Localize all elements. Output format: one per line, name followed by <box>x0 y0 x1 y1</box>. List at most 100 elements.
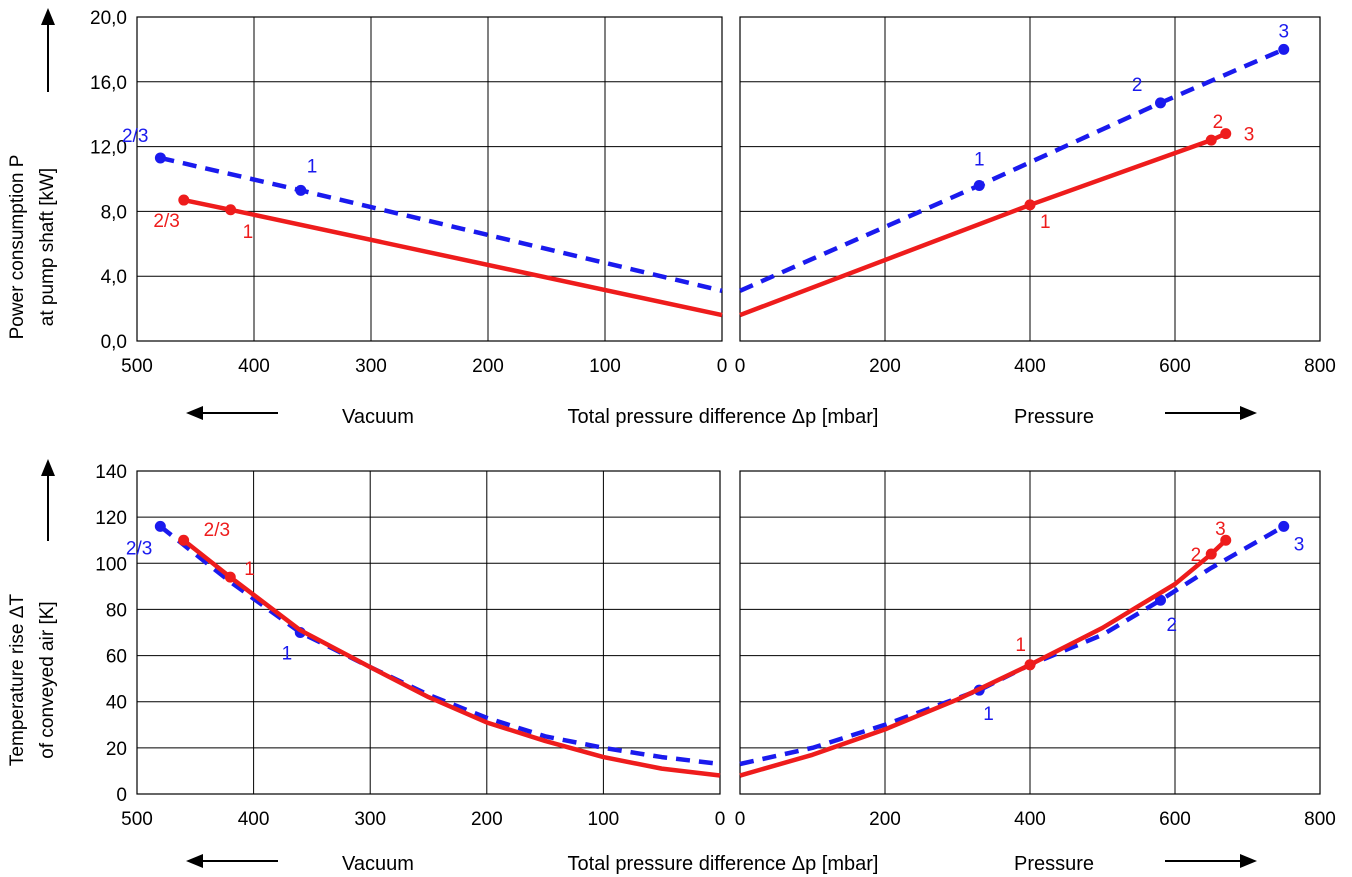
power-x-axis-label: Total pressure difference Δp [mbar] <box>568 406 879 428</box>
temperature-left-x-tick-label: 200 <box>471 809 503 830</box>
power-red-solid-pressure-point-label: 1 <box>1040 212 1051 233</box>
power-blue-dashed-pressure-point-label: 1 <box>974 149 985 170</box>
temperature-blue-dashed-pressure-point-label: 3 <box>1294 534 1305 555</box>
temperature-left-x-tick-label: 300 <box>354 809 386 830</box>
power-y-tick-label: 8,0 <box>101 202 127 223</box>
power-right-x-tick-label: 600 <box>1159 356 1191 377</box>
temperature-y-tick-label: 60 <box>106 647 127 668</box>
temperature-red-solid-pressure-point <box>1024 659 1036 671</box>
power-blue-dashed-vacuum-point <box>154 152 166 164</box>
power-red-solid-vacuum-point-label: 2/3 <box>153 211 179 232</box>
temperature-blue-dashed-pressure-point-label: 2 <box>1167 615 1178 636</box>
power-left-x-tick-label: 0 <box>717 356 728 377</box>
temperature-left-x-tick-label: 0 <box>715 809 726 830</box>
temperature-y-tick-label: 0 <box>116 785 127 806</box>
temperature-y-tick-label: 100 <box>95 554 127 575</box>
temperature-y-tick-label: 140 <box>95 462 127 483</box>
temperature-blue-dashed-pressure-point <box>1278 520 1290 532</box>
power-y-axis-label: Power consumption P at pump shaft [kW] <box>7 155 58 340</box>
temperature-left-x-tick-label: 400 <box>238 809 270 830</box>
temperature-right-x-tick-label: 400 <box>1014 809 1046 830</box>
power-left-x-tick-label: 100 <box>589 356 621 377</box>
power-left-x-tick-label: 400 <box>238 356 270 377</box>
temperature-right-x-tick-label: 0 <box>735 809 746 830</box>
power-blue-dashed-pressure-point-label: 2 <box>1132 75 1143 96</box>
power-blue-dashed-vacuum-point <box>295 184 307 196</box>
power-red-solid-vacuum-point-label: 1 <box>243 222 254 243</box>
temperature-y-arrow-head <box>41 459 55 476</box>
temperature-red-solid-vacuum-point-label: 2/3 <box>204 520 230 541</box>
power-right-panel-frame <box>739 16 1321 342</box>
power-blue-dashed-pressure-point <box>1155 97 1166 109</box>
power-right-x-tick-label: 0 <box>735 356 746 377</box>
temperature-y-tick-label: 40 <box>106 693 127 714</box>
power-blue-dashed-pressure-point-label: 3 <box>1278 21 1289 42</box>
temperature-red-solid-vacuum-point <box>178 534 190 546</box>
temperature-left-panel-frame <box>136 470 721 795</box>
temperature-right-x-tick-label: 800 <box>1304 809 1336 830</box>
temperature-red-solid-pressure-point <box>1220 534 1232 546</box>
temperature-red-solid-vacuum-point <box>224 571 236 583</box>
power-y-tick-label: 0,0 <box>101 332 127 353</box>
temperature-pressure-label: Pressure <box>1014 853 1094 875</box>
power-red-solid-vacuum-line <box>183 197 723 318</box>
temperature-x-axis-label: Total pressure difference Δp [mbar] <box>568 853 879 875</box>
power-pressure-arrow-head <box>1240 406 1257 420</box>
power-red-solid-pressure-point-label: 2 <box>1213 112 1224 133</box>
power-blue-dashed-pressure-line <box>739 47 1285 293</box>
temperature-red-solid-pressure-line <box>739 538 1228 778</box>
power-red-solid-pressure-point-label: 3 <box>1244 125 1255 146</box>
power-pressure-label: Pressure <box>1014 406 1094 428</box>
power-y-label-line1: Power consumption P <box>7 155 28 340</box>
bottom-chart-temperature: Temperature rise ΔT of conveyed air [K] … <box>7 459 1336 875</box>
temperature-red-solid-pressure-point-label: 3 <box>1215 519 1226 540</box>
power-blue-dashed-pressure-point <box>1278 43 1290 55</box>
power-red-solid-vacuum-point <box>178 194 190 206</box>
temperature-blue-dashed-pressure-point-label: 1 <box>983 704 994 725</box>
power-left-panel-frame <box>136 16 723 342</box>
temperature-y-tick-label: 80 <box>106 600 127 621</box>
power-left-x-tick-label: 300 <box>355 356 387 377</box>
temperature-left-x-tick-label: 500 <box>121 809 153 830</box>
temperature-vacuum-arrow-head <box>186 854 203 868</box>
temperature-blue-dashed-vacuum-point-label: 1 <box>282 644 293 665</box>
temperature-red-solid-pressure-point-label: 2 <box>1191 545 1202 566</box>
temperature-pressure-arrow-head <box>1240 854 1257 868</box>
power-y-tick-label: 20,0 <box>90 8 127 29</box>
power-right-x-tick-label: 400 <box>1014 356 1046 377</box>
power-right-x-tick-label: 200 <box>869 356 901 377</box>
power-red-solid-pressure-point <box>1024 199 1036 211</box>
temperature-red-solid-pressure-point <box>1205 548 1217 560</box>
power-blue-dashed-pressure-point <box>973 179 985 191</box>
power-y-arrow-head <box>41 8 55 25</box>
temperature-red-solid-vacuum-line <box>182 538 721 778</box>
temperature-red-solid-vacuum-point-label: 1 <box>244 559 255 580</box>
temperature-y-tick-label: 120 <box>95 508 127 529</box>
power-y-label-line2: at pump shaft [kW] <box>37 168 58 326</box>
temperature-left-x-tick-label: 100 <box>588 809 620 830</box>
temperature-y-tick-label: 20 <box>106 739 127 760</box>
power-vacuum-arrow-head <box>186 406 203 420</box>
power-left-x-tick-label: 200 <box>472 356 504 377</box>
power-left-x-tick-label: 500 <box>121 356 153 377</box>
temperature-blue-dashed-vacuum-line <box>158 524 721 767</box>
temperature-blue-dashed-vacuum-point-label: 2/3 <box>126 538 152 559</box>
temperature-y-label-line2: of conveyed air [K] <box>37 601 58 758</box>
temperature-blue-dashed-pressure-point <box>1155 594 1166 606</box>
power-y-tick-label: 4,0 <box>101 267 127 288</box>
power-vacuum-label: Vacuum <box>342 406 414 428</box>
power-right-x-tick-label: 800 <box>1304 356 1336 377</box>
temperature-blue-dashed-vacuum-point <box>154 520 166 532</box>
temperature-right-x-tick-label: 600 <box>1159 809 1191 830</box>
temperature-y-label-line1: Temperature rise ΔT <box>7 594 28 767</box>
power-y-tick-label: 16,0 <box>90 73 127 94</box>
power-blue-dashed-vacuum-point-label: 2/3 <box>122 126 148 147</box>
power-blue-dashed-vacuum-point-label: 1 <box>307 156 318 177</box>
temperature-red-solid-pressure-point-label: 1 <box>1015 635 1026 656</box>
power-y-tick-label: 12,0 <box>90 138 127 159</box>
top-chart-power: Power consumption P at pump shaft [kW] T… <box>7 8 1336 428</box>
temperature-right-panel-frame <box>739 470 1321 795</box>
power-red-solid-pressure-point <box>1205 134 1217 146</box>
temperature-right-x-tick-label: 200 <box>869 809 901 830</box>
power-red-solid-pressure-line <box>739 131 1227 318</box>
